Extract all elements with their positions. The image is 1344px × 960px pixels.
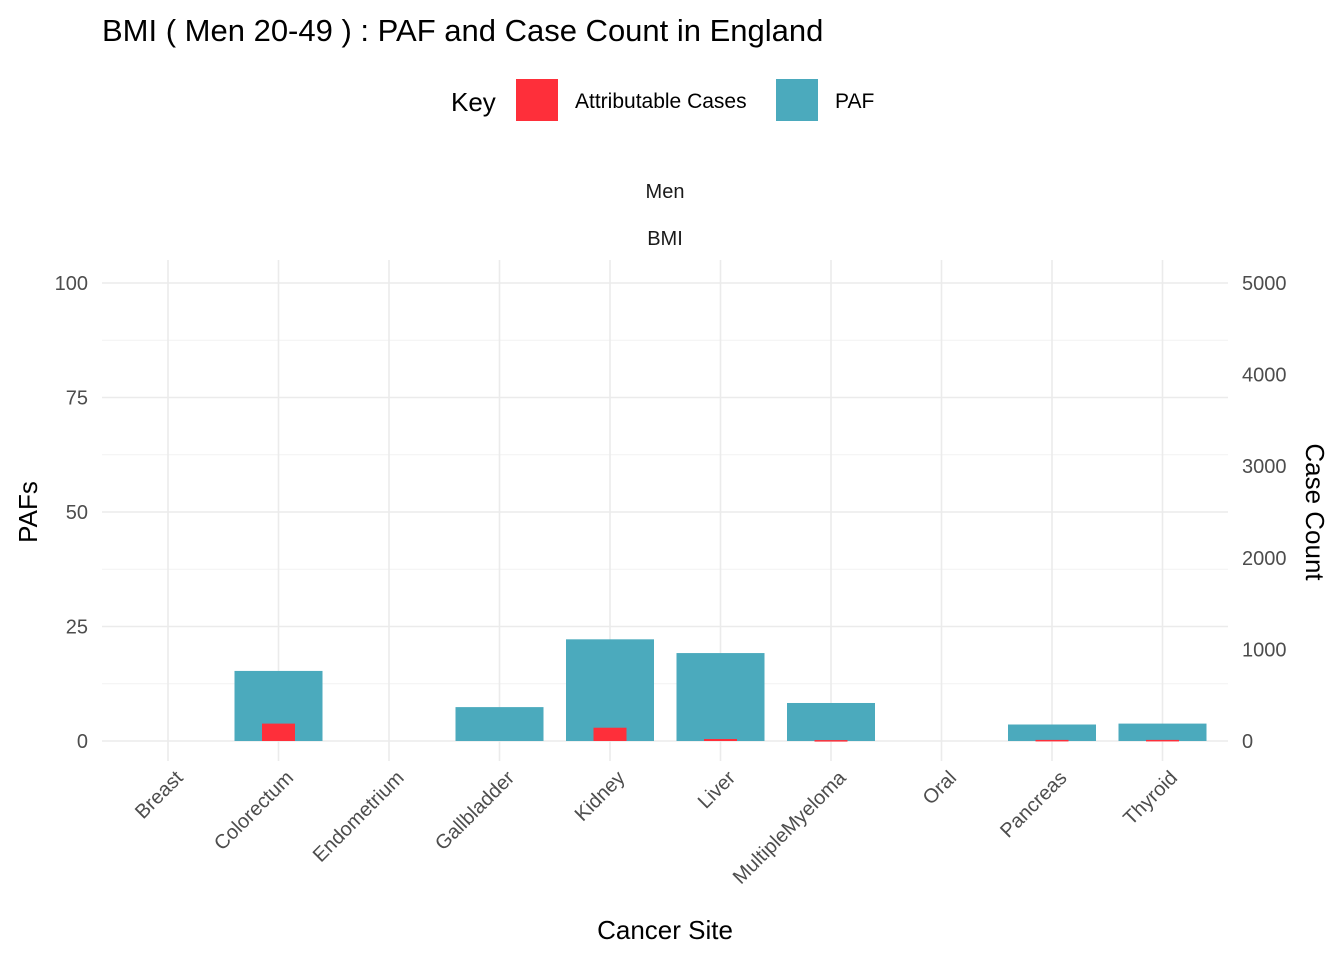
y2-tick-label: 0 — [1242, 731, 1253, 753]
cases-bar-pancreas — [1035, 739, 1069, 742]
y2-tick-label: 1000 — [1242, 639, 1287, 661]
x-axis-ticks: Breast Colorectum Endometrium Gallbladder Ki… — [131, 766, 1182, 888]
y-axis-title: PAFs — [13, 481, 43, 543]
cases-bar-kidney — [593, 727, 627, 741]
x-tick-label: MultipleMyeloma — [729, 766, 851, 888]
paf-bars — [234, 639, 1207, 741]
x-tick-label: Liver — [694, 767, 740, 813]
y-tick-label: 0 — [77, 731, 88, 753]
x-tick-label: Thyroid — [1119, 767, 1182, 830]
x-tick-label: Gallbladder — [431, 767, 519, 855]
y-tick-label: 100 — [55, 273, 88, 295]
x-tick-label: Kidney — [571, 767, 630, 826]
right-axis-ticks: 0 1000 2000 3000 4000 5000 — [1242, 273, 1287, 753]
chart-title: BMI ( Men 20-49 ) : PAF and Case Count i… — [102, 13, 823, 48]
left-axis-ticks: 0 25 50 75 100 — [55, 273, 88, 753]
legend-swatch-attributable-cases — [516, 79, 558, 121]
cases-bar-multiplemyeloma — [814, 740, 848, 742]
x-tick-label: Oral — [919, 767, 961, 809]
cases-bar-colorectum — [262, 723, 295, 741]
facet-strip-bmi: BMI — [647, 228, 683, 250]
x-tick-label: Breast — [131, 767, 188, 824]
attributable-cases-bars — [262, 723, 1179, 742]
y2-tick-label: 4000 — [1242, 365, 1287, 387]
cases-bar-thyroid — [1146, 739, 1179, 742]
paf-bar-pancreas — [1008, 724, 1096, 741]
cases-bar-liver — [704, 738, 737, 741]
legend-swatch-paf — [776, 79, 818, 121]
y-tick-label: 25 — [66, 617, 88, 639]
y-tick-label: 50 — [66, 502, 88, 524]
y2-tick-label: 3000 — [1242, 456, 1287, 478]
legend-label-attributable-cases: Attributable Cases — [575, 90, 747, 113]
paf-bar-gallbladder — [455, 707, 544, 741]
x-tick-label: Pancreas — [996, 767, 1071, 842]
paf-bar-kidney — [566, 639, 654, 741]
paf-bar-thyroid — [1118, 723, 1207, 741]
paf-bar-multiplemyeloma — [787, 702, 875, 741]
y2-tick-label: 2000 — [1242, 548, 1287, 570]
legend-title: Key — [451, 87, 496, 117]
legend-label-paf: PAF — [835, 90, 874, 113]
x-tick-label: Colorectum — [210, 767, 298, 855]
legend: Key Attributable Cases PAF — [451, 79, 874, 121]
y2-tick-label: 5000 — [1242, 273, 1287, 295]
y-tick-label: 75 — [66, 388, 88, 410]
paf-bar-liver — [676, 653, 765, 741]
x-axis-title: Cancer Site — [597, 915, 733, 945]
facet-strip-men: Men — [646, 181, 685, 203]
x-tick-label: Endometrium — [309, 767, 409, 867]
y2-axis-title: Case Count — [1300, 443, 1330, 581]
